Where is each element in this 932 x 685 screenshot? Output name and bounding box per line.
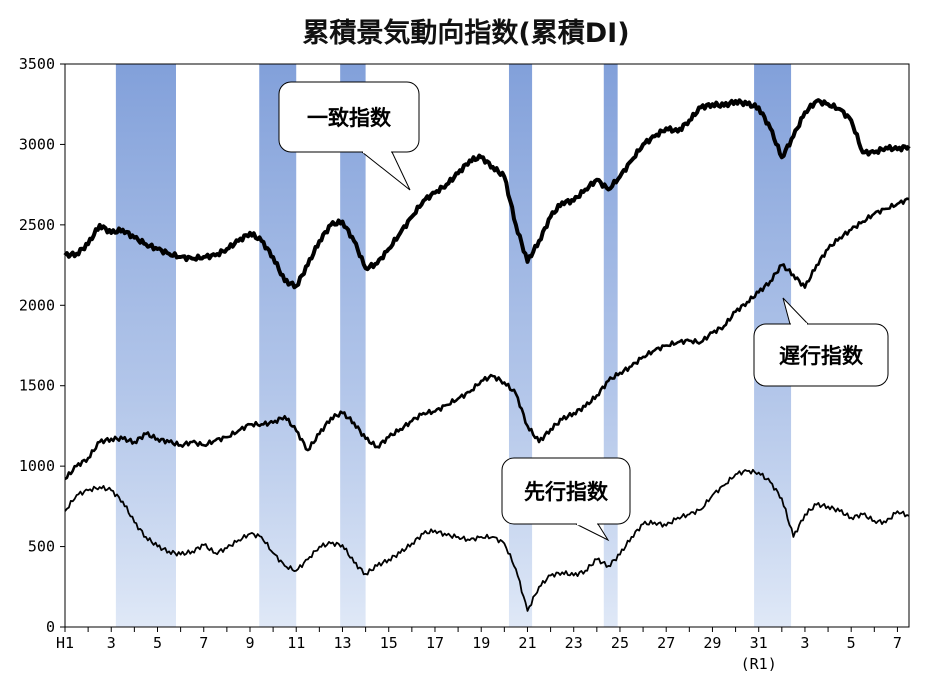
callout-box [753, 323, 889, 387]
axes: 0 500 1000 1500 2000 2500 3000 3500 H1 3 5 7 9 11 13 15… [19, 55, 910, 673]
callout-pointer [575, 523, 610, 542]
x-tick-label: 17 [426, 634, 444, 652]
series-lines [63, 98, 911, 612]
y-tick-label: 0 [46, 618, 55, 636]
x-tick-label: 3 [800, 634, 809, 652]
x-tick-label: 31 [750, 634, 768, 652]
x-tick-label: 27 [657, 634, 675, 652]
series-line-2 [64, 468, 910, 612]
x-tick-label: 7 [893, 634, 902, 652]
shade-period-0 [115, 64, 176, 627]
annotation-callout-1: 遅行指数 [753, 297, 889, 387]
series-line-1 [64, 197, 910, 481]
x-tick-label: 29 [703, 634, 721, 652]
x-tick-label: 9 [245, 634, 254, 652]
shade-period-1 [259, 64, 297, 627]
x-tick-label: 3 [107, 634, 116, 652]
callout-label: 一致指数 [307, 106, 392, 130]
x-tick-label: 13 [333, 634, 351, 652]
annotation-callout-0: 一致指数 [278, 81, 420, 191]
shade-period-2 [340, 64, 366, 627]
callout-pointer [360, 151, 411, 191]
x-tick-label: 25 [611, 634, 629, 652]
plot-frame [64, 63, 910, 628]
y-tick-label: 1500 [19, 377, 55, 395]
series-line-0 [63, 98, 911, 290]
shade-period-3 [508, 64, 533, 627]
y-tick-label: 2000 [19, 296, 55, 314]
y-tick-label: 500 [28, 538, 55, 556]
x-tick-label: 7 [199, 634, 208, 652]
y-tick-label: 3500 [19, 55, 55, 73]
y-tick-label: 2500 [19, 216, 55, 234]
callout-label: 先行指数 [524, 480, 609, 504]
x-tick-label: 5 [153, 634, 162, 652]
y-tick-label: 3000 [19, 135, 55, 153]
x-tick-label: 11 [287, 634, 305, 652]
recession-shades [115, 64, 792, 627]
x-tick-label: 21 [518, 634, 536, 652]
y-tick-label: 1000 [19, 457, 55, 475]
x-tick-label: H1 [56, 634, 74, 652]
x-tick-label: 19 [472, 634, 490, 652]
x-tick-sublabel: (R1) [741, 655, 777, 673]
callout-label: 遅行指数 [779, 344, 864, 368]
shade-period-4 [603, 64, 618, 627]
callout-box [278, 81, 420, 153]
chart-title: 累積景気動向指数(累積DI) [302, 17, 629, 49]
x-tick-label: 15 [380, 634, 398, 652]
callout-box [501, 457, 631, 525]
x-tick-label: 23 [565, 634, 583, 652]
annotation-callout-2: 先行指数 [501, 457, 631, 542]
x-tick-label: 5 [847, 634, 856, 652]
